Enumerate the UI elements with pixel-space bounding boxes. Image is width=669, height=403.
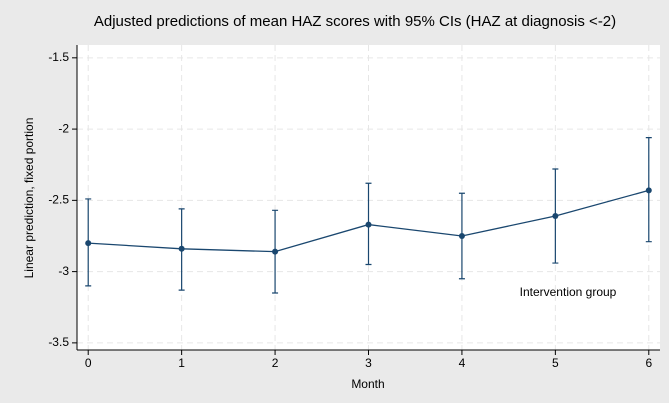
chart-title: Adjusted predictions of mean HAZ scores … bbox=[94, 13, 616, 30]
point bbox=[645, 187, 652, 194]
x-tick-label: 0 bbox=[85, 356, 92, 370]
point bbox=[272, 248, 279, 255]
x-axis-label: Month bbox=[351, 377, 384, 391]
y-tick-label: -1.5 bbox=[48, 50, 69, 64]
x-tick-label: 2 bbox=[272, 356, 279, 370]
y-tick-label: -3.5 bbox=[48, 335, 69, 349]
y-tick-label: -2.5 bbox=[48, 193, 69, 207]
point bbox=[458, 232, 465, 239]
y-axis-label: Linear prediction, fixed portion bbox=[22, 118, 36, 279]
point bbox=[85, 240, 92, 247]
x-tick-label: 6 bbox=[645, 356, 652, 370]
y-tick-label: -2 bbox=[58, 121, 69, 135]
annotation: Intervention group bbox=[520, 285, 617, 299]
point bbox=[178, 245, 185, 252]
x-tick-label: 3 bbox=[365, 356, 372, 370]
x-tick-label: 4 bbox=[459, 356, 466, 370]
point bbox=[552, 213, 559, 220]
y-tick-label: -3 bbox=[58, 264, 69, 278]
x-tick-label: 5 bbox=[552, 356, 559, 370]
point bbox=[365, 221, 372, 228]
x-tick-label: 1 bbox=[178, 356, 185, 370]
